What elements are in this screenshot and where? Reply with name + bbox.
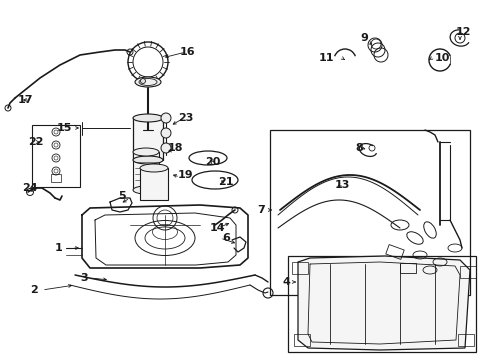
Text: 24: 24: [22, 183, 38, 193]
Text: 17: 17: [18, 95, 34, 105]
Text: 1: 1: [54, 243, 62, 253]
Text: 11: 11: [318, 53, 333, 63]
Text: 5: 5: [118, 191, 125, 201]
Text: 19: 19: [178, 170, 193, 180]
Bar: [291, 262, 307, 274]
Bar: [269, 130, 469, 295]
Bar: [385, 244, 404, 260]
Text: 6: 6: [222, 233, 229, 243]
Text: 7: 7: [257, 205, 264, 215]
Text: 10: 10: [434, 53, 449, 63]
Text: 22: 22: [28, 137, 43, 147]
Ellipse shape: [133, 114, 163, 122]
Ellipse shape: [133, 156, 163, 164]
Text: 4: 4: [282, 277, 289, 287]
Circle shape: [161, 143, 171, 153]
Text: 18: 18: [168, 143, 183, 153]
Text: 21: 21: [218, 177, 233, 187]
Bar: [293, 334, 309, 346]
Text: 20: 20: [204, 157, 220, 167]
Text: 8: 8: [354, 143, 362, 153]
Bar: [457, 334, 473, 346]
Bar: [140, 168, 168, 200]
Circle shape: [161, 113, 171, 123]
Bar: [133, 152, 159, 190]
Bar: [459, 266, 475, 278]
Bar: [133, 118, 163, 160]
Ellipse shape: [133, 148, 159, 156]
Text: 2: 2: [30, 285, 38, 295]
Text: 16: 16: [180, 47, 195, 57]
Text: 9: 9: [359, 33, 367, 43]
Text: 13: 13: [334, 180, 350, 190]
Text: 14: 14: [209, 223, 225, 233]
Text: 3: 3: [80, 273, 87, 283]
Circle shape: [140, 78, 145, 84]
Ellipse shape: [140, 164, 168, 172]
Bar: [32, 125, 80, 187]
Ellipse shape: [135, 77, 161, 87]
Ellipse shape: [133, 186, 159, 194]
Bar: [51, 174, 61, 182]
Circle shape: [161, 128, 171, 138]
Bar: [287, 256, 475, 352]
Text: 15: 15: [57, 123, 72, 133]
Text: 23: 23: [178, 113, 193, 123]
Text: 12: 12: [455, 27, 470, 37]
Bar: [399, 263, 415, 273]
Polygon shape: [297, 256, 469, 350]
